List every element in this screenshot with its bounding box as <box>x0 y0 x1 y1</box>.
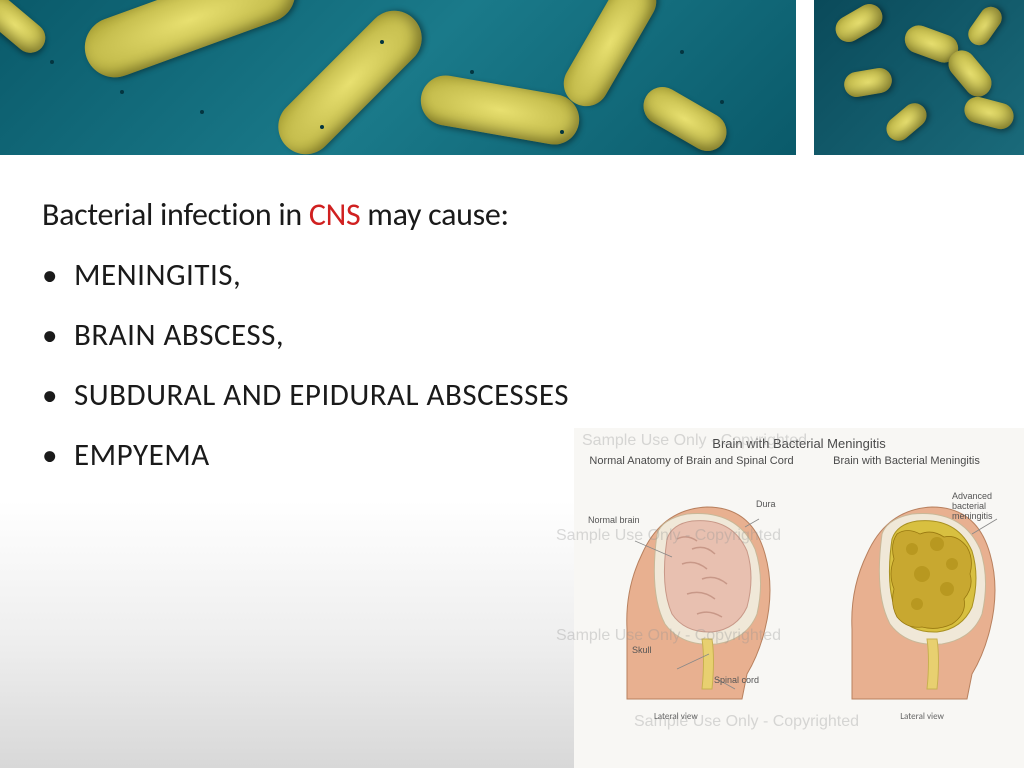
figure-left-caption: Normal Anatomy of Brain and Spinal Cord <box>584 455 799 467</box>
list-item: Brain abscess, <box>60 316 982 354</box>
figure-right-caption: Brain with Bacterial Meningitis <box>799 455 1014 467</box>
bullet-text: Empyema <box>74 436 210 474</box>
list-item: Meningitis, <box>60 256 982 294</box>
lateral-view-label: Lateral view <box>900 711 944 722</box>
label-spinal-cord: Spinal cord <box>714 675 759 685</box>
bullet-text: Meningitis, <box>74 256 241 294</box>
label-advanced: Advanced bacterial meningitis <box>952 491 1012 521</box>
figure-caption-row: Normal Anatomy of Brain and Spinal Cord … <box>574 451 1024 467</box>
header-bacteria-small <box>814 0 1024 155</box>
title-prefix: Bacterial infection in <box>42 195 309 234</box>
bullet-text: Subdural and epidural abscesses <box>74 376 569 414</box>
slide-title: Bacterial infection in CNS may cause: <box>42 195 982 234</box>
slide-content: Bacterial infection in CNS may cause: Me… <box>0 175 1024 768</box>
watermark: Sample Use Only - Copyrighted <box>556 527 781 545</box>
bullet-text: Brain abscess, <box>74 316 284 354</box>
list-item: Subdural and epidural abscesses <box>60 376 982 414</box>
lateral-view-label: Lateral view <box>654 711 698 722</box>
title-highlight: CNS <box>309 195 361 234</box>
header-bacteria-large <box>0 0 796 155</box>
header-image-band <box>0 0 1024 155</box>
watermark: Sample Use Only - Copyrighted <box>582 432 807 450</box>
label-normal-brain: Normal brain <box>588 515 640 525</box>
title-suffix: may cause: <box>360 195 508 234</box>
watermark: Sample Use Only - Copyrighted <box>556 627 781 645</box>
label-dura: Dura <box>756 499 776 509</box>
brain-diagram-figure: Sample Use Only - Copyrighted Brain with… <box>574 428 1024 768</box>
label-skull: Skull <box>632 645 652 655</box>
